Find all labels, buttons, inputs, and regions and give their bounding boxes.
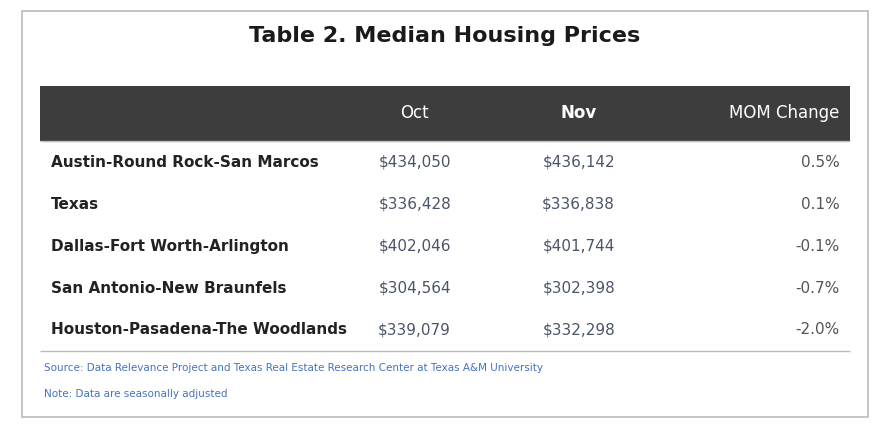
Text: $336,428: $336,428 [378,196,451,212]
Text: Texas: Texas [51,196,99,212]
Text: MOM Change: MOM Change [729,104,839,122]
Text: -0.1%: -0.1% [795,238,839,254]
Text: -2.0%: -2.0% [795,322,839,338]
Text: Austin-Round Rock-San Marcos: Austin-Round Rock-San Marcos [51,155,319,170]
Text: Dallas-Fort Worth-Arlington: Dallas-Fort Worth-Arlington [51,238,288,254]
Bar [40,225,850,267]
Text: $302,398: $302,398 [542,280,615,296]
Text: $402,046: $402,046 [378,238,451,254]
Text: Houston-Pasadena-The Woodlands: Houston-Pasadena-The Woodlands [51,322,347,338]
Text: 0.5%: 0.5% [800,155,839,170]
Text: Nov: Nov [561,104,597,122]
Text: San Antonio-New Braunfels: San Antonio-New Braunfels [51,280,287,296]
Bar [40,86,850,141]
Text: Table 2. Median Housing Prices: Table 2. Median Housing Prices [249,27,641,46]
Text: -0.7%: -0.7% [795,280,839,296]
Bar [40,183,850,225]
Text: $336,838: $336,838 [542,196,615,212]
Text: 0.1%: 0.1% [800,196,839,212]
Text: $332,298: $332,298 [542,322,615,338]
Text: $434,050: $434,050 [378,155,451,170]
Text: Note: Data are seasonally adjusted: Note: Data are seasonally adjusted [44,389,228,399]
Bar [40,141,850,183]
Bar [40,267,850,309]
Text: Source: Data Relevance Project and Texas Real Estate Research Center at Texas A&: Source: Data Relevance Project and Texas… [44,363,544,373]
Text: $401,744: $401,744 [542,238,615,254]
Text: $436,142: $436,142 [542,155,615,170]
Text: Oct: Oct [400,104,429,122]
Text: $304,564: $304,564 [378,280,451,296]
Text: $339,079: $339,079 [378,322,451,338]
Bar [40,309,850,351]
